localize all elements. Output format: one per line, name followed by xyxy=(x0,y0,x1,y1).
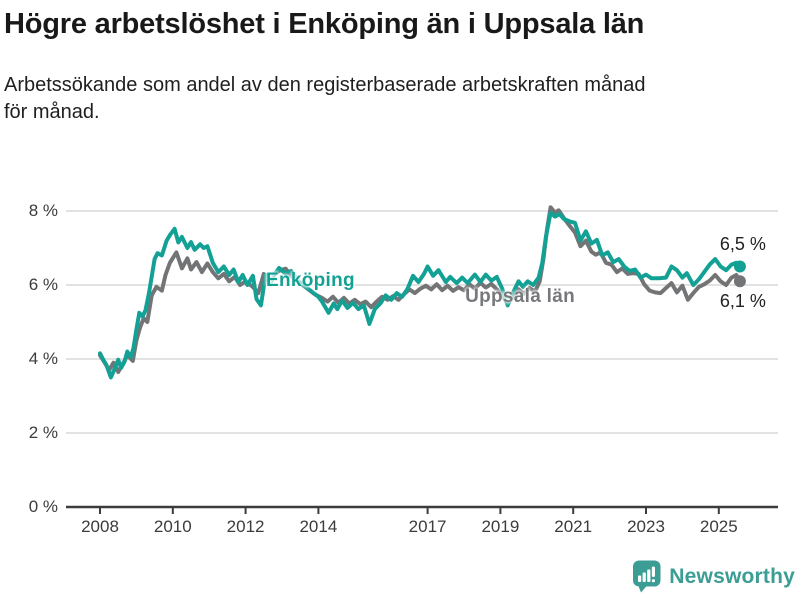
x-tick-label-2025: 2025 xyxy=(699,517,738,536)
y-tick-label-4: 4 % xyxy=(28,349,58,368)
series-label-uppsala-l-n: Uppsala län xyxy=(465,285,576,307)
chart-subtitle-line-1: Arbetssökande som andel av den registerb… xyxy=(4,74,646,96)
series-label-enk-ping: Enköping xyxy=(265,269,355,291)
chart-subtitle-line-2: för månad. xyxy=(4,101,100,123)
newsworthy-logo-icon xyxy=(633,560,661,593)
x-tick-label-2021: 2021 xyxy=(554,517,593,536)
y-tick-label-0: 0 % xyxy=(28,497,58,516)
y-tick-label-6: 6 % xyxy=(28,275,58,294)
chart-title: Högre arbetslöshet i Enköping än i Uppsa… xyxy=(4,8,645,40)
x-tick-label-2019: 2019 xyxy=(481,517,520,536)
x-tick-label-2012: 2012 xyxy=(226,517,265,536)
series-line-enk-ping xyxy=(98,210,742,380)
y-tick-label-8: 8 % xyxy=(28,201,58,220)
x-tick-label-2010: 2010 xyxy=(153,517,192,536)
end-value-label-enk-ping: 6,5 % xyxy=(719,233,766,254)
series-line-uppsala-l-n xyxy=(98,205,742,374)
newsworthy-brand[interactable]: Newsworthy xyxy=(632,560,795,593)
logo-exclamation-bar xyxy=(652,566,656,577)
x-tick-label-2023: 2023 xyxy=(627,517,665,536)
x-tick-label-2008: 2008 xyxy=(81,517,119,536)
logo-bar-small xyxy=(638,575,642,582)
newsworthy-brand-name: Newsworthy xyxy=(669,564,795,588)
x-tick-label-2017: 2017 xyxy=(408,517,447,536)
series-end-dot-uppsala-l-n xyxy=(733,275,746,288)
end-value-label-uppsala-l-n: 6,1 % xyxy=(719,291,766,312)
x-tick-label-2014: 2014 xyxy=(299,517,338,536)
y-tick-label-2: 2 % xyxy=(28,423,58,442)
logo-exclamation-dot xyxy=(652,579,656,583)
logo-bar-medium xyxy=(642,572,647,582)
series-end-dot-enk-ping xyxy=(733,260,746,273)
logo-bar-tall xyxy=(647,569,651,582)
chart-subtitle: Arbetssökande som andel av den registerb… xyxy=(4,72,794,126)
